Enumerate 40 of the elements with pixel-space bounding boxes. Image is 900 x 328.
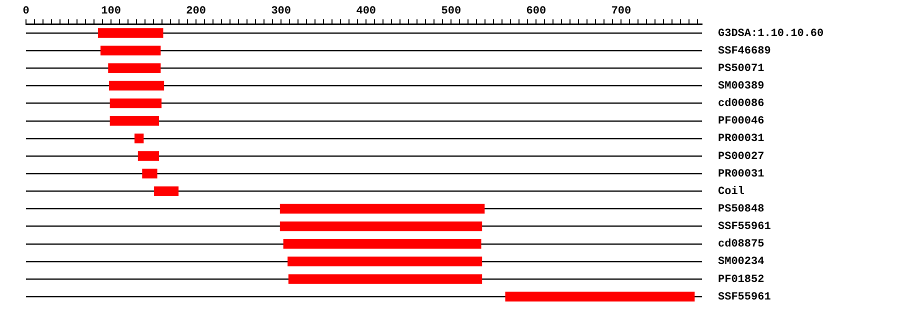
bar [100, 46, 161, 56]
x-tick-label: 300 [271, 5, 291, 18]
y-tick-label: PS50848 [718, 204, 765, 216]
bar [280, 204, 485, 214]
bar [110, 116, 159, 126]
y-tick-label: cd00086 [718, 98, 764, 110]
y-tick-label: G3DSA:1.10.10.60 [718, 28, 824, 40]
x-tick-label: 0 [22, 5, 30, 18]
bar [154, 186, 179, 196]
bar [142, 168, 158, 178]
bar [283, 239, 482, 249]
bar [280, 221, 482, 232]
y-tick-label: SM00234 [718, 256, 765, 268]
x-tick-label: 100 [101, 5, 121, 18]
bar [108, 63, 161, 73]
bar [288, 256, 482, 266]
y-tick-label: SSF46689 [718, 45, 771, 58]
bar [109, 80, 164, 91]
bar [288, 274, 482, 284]
y-tick-label: SM00389 [718, 80, 764, 92]
bar [110, 98, 162, 108]
y-tick-label: PS50071 [718, 62, 765, 75]
y-tick-label: PF01852 [718, 274, 764, 286]
y-tick-label: Coil [718, 186, 745, 198]
x-tick-label: 500 [441, 5, 462, 18]
x-tick-label: 600 [526, 5, 546, 18]
y-tick-label: PS00027 [718, 150, 764, 163]
bar [505, 292, 695, 302]
bar [138, 151, 159, 161]
y-tick-label: SSF55961 [718, 221, 772, 234]
y-tick-label: PR00031 [718, 168, 765, 180]
x-tick-label: 200 [186, 5, 206, 18]
y-tick-label: PF00046 [718, 116, 764, 128]
bar [134, 134, 144, 144]
y-tick-label: PR00031 [718, 133, 765, 146]
x-tick-label: 400 [356, 5, 376, 18]
x-tick-label: 700 [611, 5, 632, 18]
y-tick-label: cd08875 [718, 238, 765, 251]
y-tick-label: SSF55961 [718, 291, 772, 304]
bar [98, 28, 164, 38]
